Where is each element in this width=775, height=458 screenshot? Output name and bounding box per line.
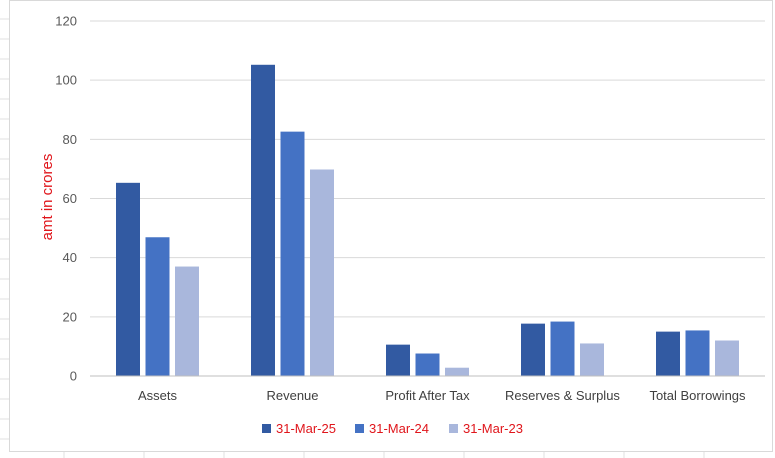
legend-swatch (355, 424, 364, 433)
chart-area[interactable]: 0 20 40 60 80 100 120 Assets Revenue Profit Afte… (9, 0, 773, 452)
legend-swatch (262, 424, 271, 433)
bars (116, 64, 739, 377)
legend-entry[interactable]: 31-Mar-25 (276, 421, 336, 436)
bar[interactable] (715, 340, 739, 377)
bar[interactable] (521, 323, 545, 376)
bar[interactable] (386, 344, 410, 376)
bar[interactable] (445, 367, 469, 376)
bar[interactable] (145, 237, 170, 376)
bar[interactable] (280, 131, 305, 376)
bar[interactable] (550, 321, 575, 376)
bar[interactable] (656, 331, 680, 376)
y-tick-label: 100 (55, 73, 77, 88)
y-tick-label: 0 (70, 369, 77, 384)
y-tick-label: 40 (63, 250, 77, 265)
legend-entry[interactable]: 31-Mar-23 (463, 421, 523, 436)
x-axis-category-labels: Assets Revenue Profit After Tax Reserves & … (138, 388, 746, 403)
bar[interactable] (685, 330, 710, 376)
bar[interactable] (175, 266, 199, 376)
y-tick-label: 20 (63, 309, 77, 324)
legend-swatch (449, 424, 458, 433)
x-tick-label: Assets (138, 388, 178, 403)
y-tick-label: 80 (63, 132, 77, 147)
y-gridlines (90, 20, 765, 318)
bar[interactable] (580, 343, 604, 376)
y-tick-label: 60 (63, 191, 77, 206)
x-tick-label: Reserves & Surplus (505, 388, 620, 403)
x-tick-label: Total Borrowings (649, 388, 746, 403)
bar[interactable] (415, 353, 440, 376)
y-axis-label: amt in crores (39, 154, 56, 241)
y-tick-label: 120 (55, 14, 77, 29)
bar[interactable] (116, 182, 140, 376)
bar[interactable] (251, 64, 275, 377)
bar-chart: 0 20 40 60 80 100 120 Assets Revenue Profit Afte… (39, 14, 765, 436)
legend-entry[interactable]: 31-Mar-24 (369, 421, 429, 436)
x-tick-label: Revenue (266, 388, 318, 403)
y-axis-tick-labels: 0 20 40 60 80 100 120 (55, 14, 77, 384)
legend[interactable]: 31-Mar-25 31-Mar-24 31-Mar-23 (262, 421, 523, 436)
bar[interactable] (310, 169, 334, 376)
x-tick-label: Profit After Tax (385, 388, 470, 403)
